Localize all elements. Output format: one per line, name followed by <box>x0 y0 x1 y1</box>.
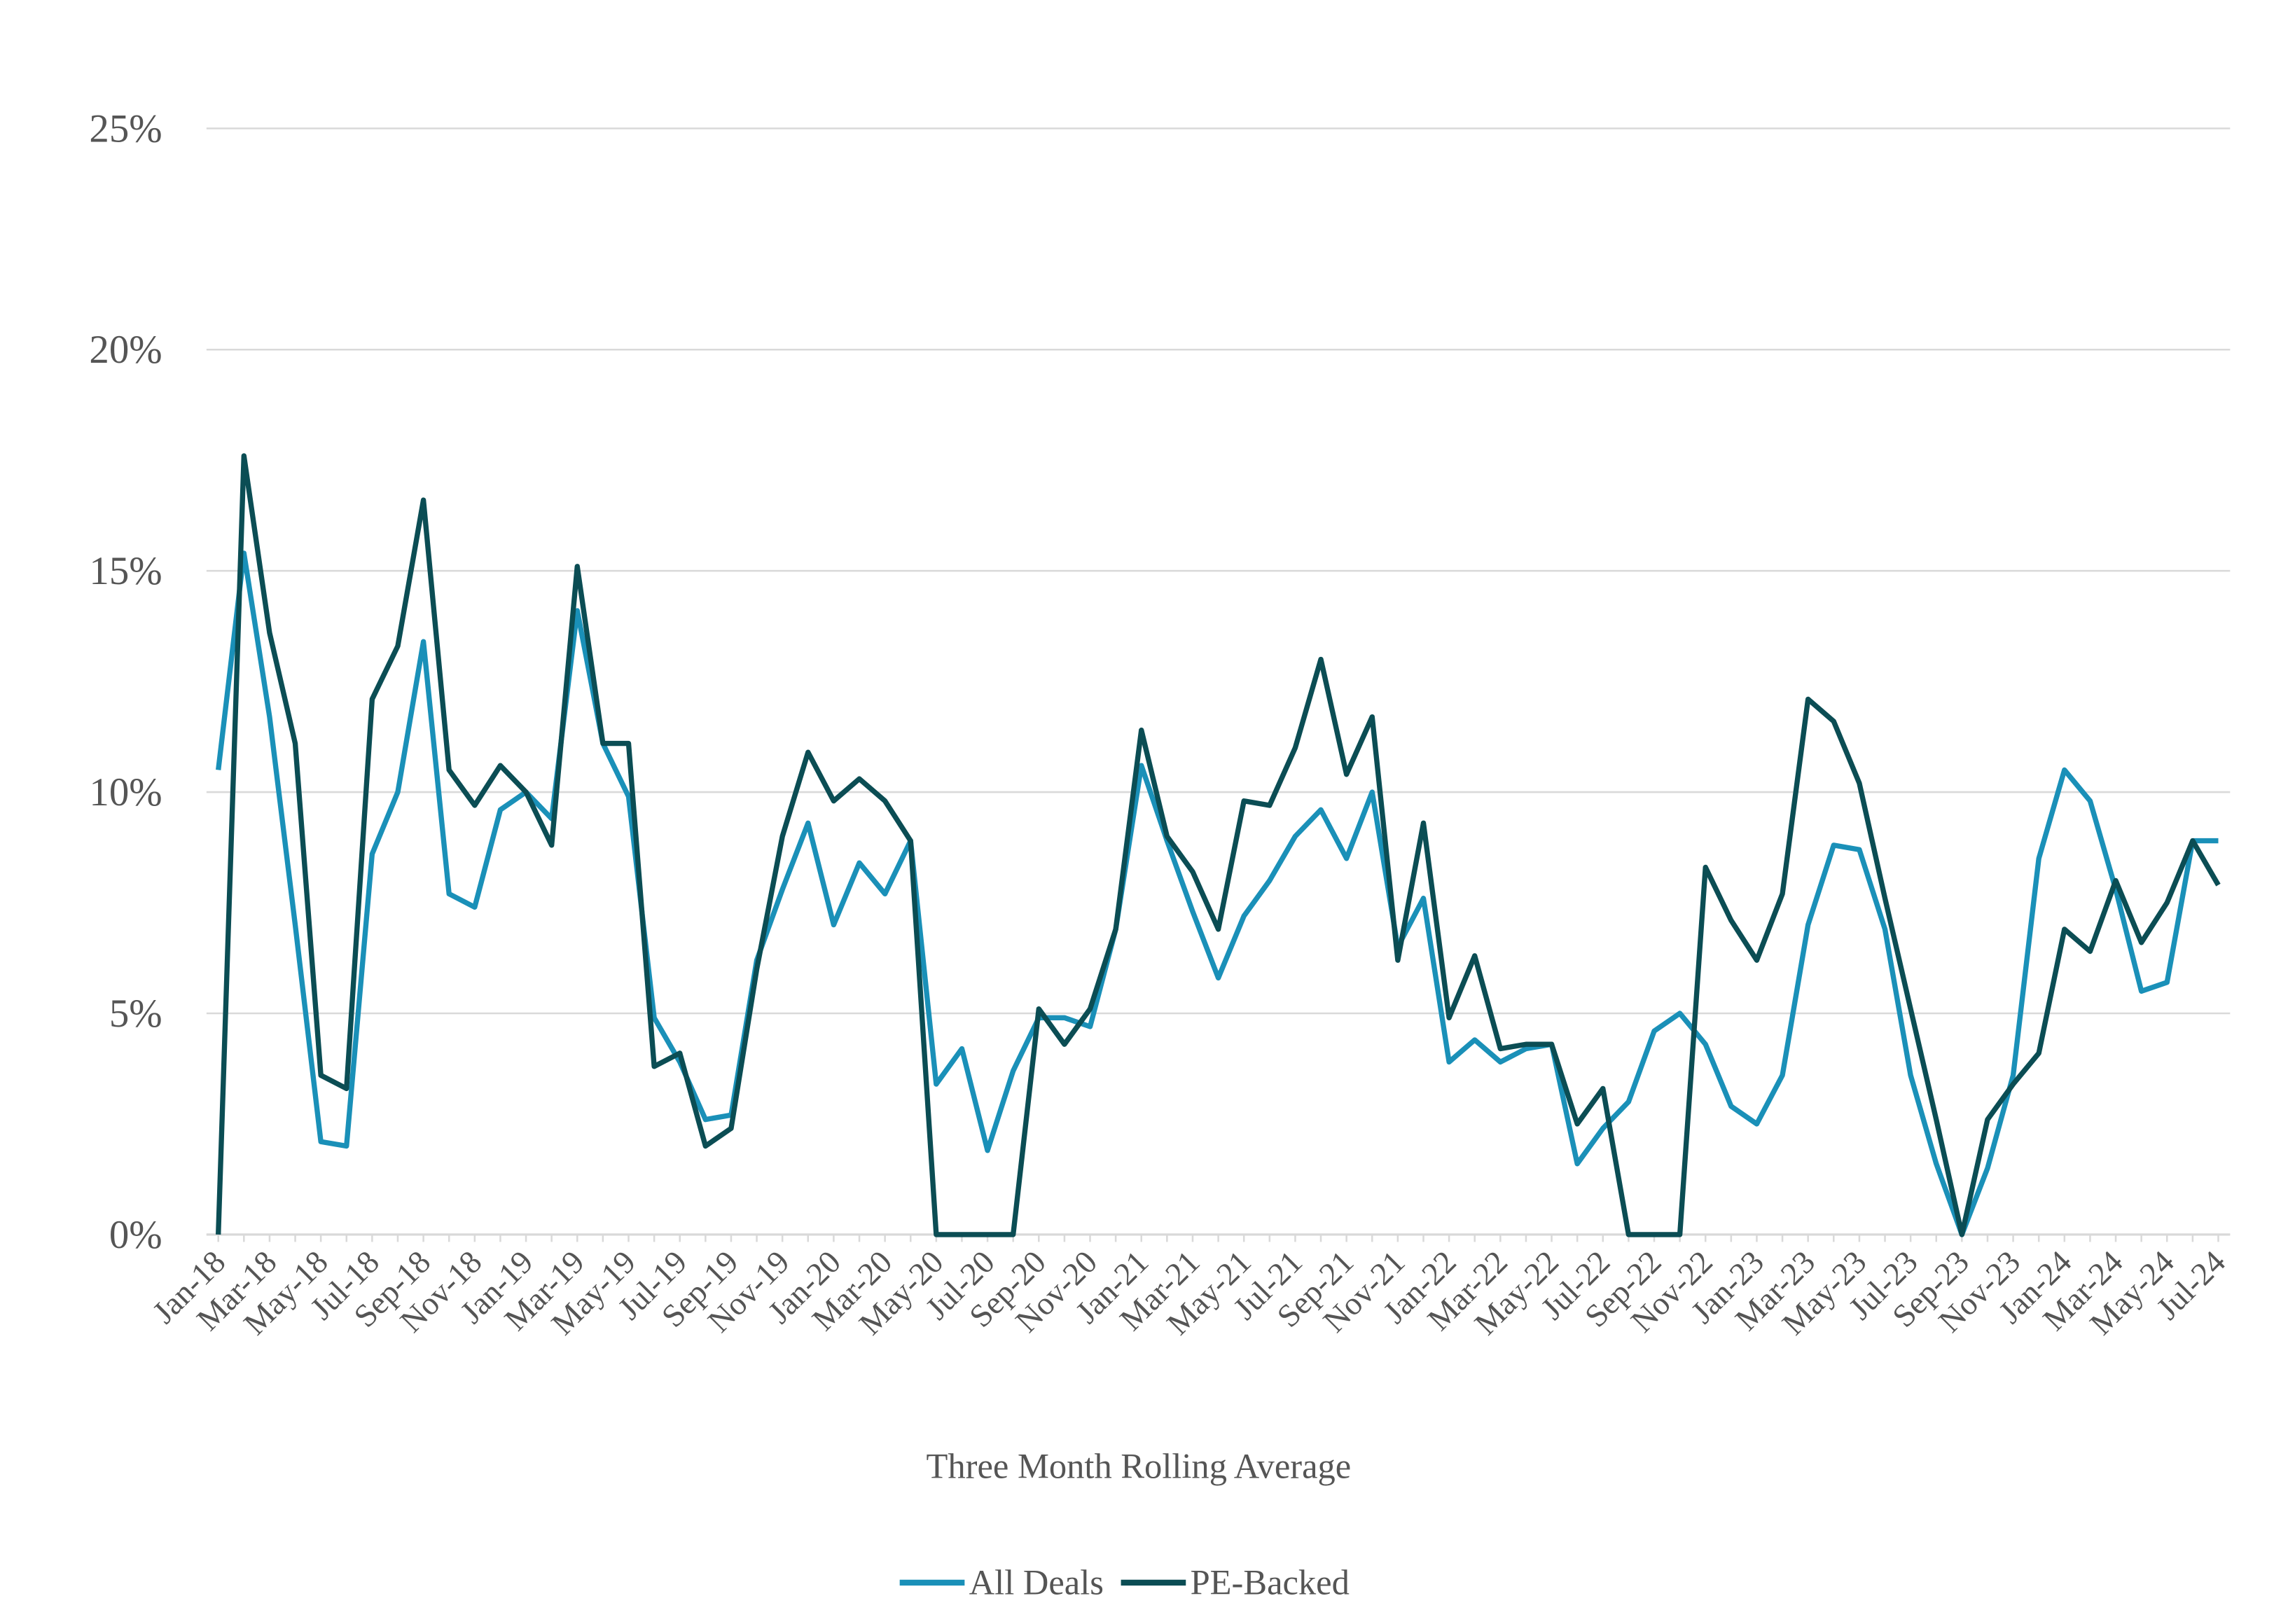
series-line <box>216 453 2221 1237</box>
series-line <box>216 550 2219 1237</box>
legend-label: All Deals <box>969 1563 1104 1602</box>
y-tick-label: 25% <box>89 106 162 151</box>
x-axis-title: Three Month Rolling Average <box>927 1446 1352 1485</box>
y-tick-label: 0% <box>109 1213 162 1257</box>
legend-label: PE-Backed <box>1191 1563 1350 1602</box>
y-tick-label: 15% <box>89 549 162 593</box>
y-tick-label: 10% <box>89 770 162 814</box>
y-tick-label: 20% <box>89 328 162 372</box>
y-tick-label: 5% <box>109 992 162 1036</box>
